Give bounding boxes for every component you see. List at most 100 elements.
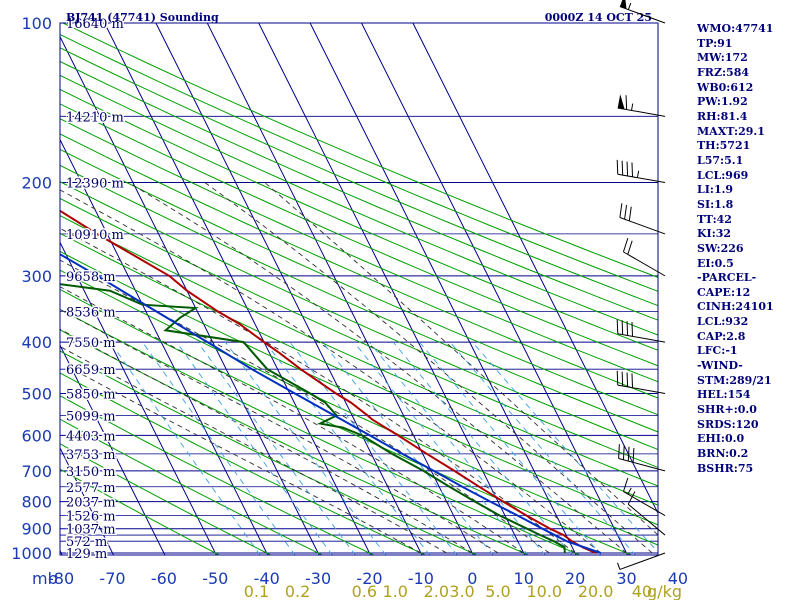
index-item: SHR+:0.0 xyxy=(697,403,757,417)
mixing-ratio-tick-label: 10.0 xyxy=(526,582,562,600)
wind-barb xyxy=(617,552,666,570)
index-item: LFC:-1 xyxy=(697,344,738,358)
index-item: LI:1.9 xyxy=(697,183,734,197)
dry-adiabat-line xyxy=(62,23,658,278)
moist-adiabat-line xyxy=(60,346,447,554)
dry-adiabat-line xyxy=(60,74,658,336)
dry-adiabat-line xyxy=(60,418,324,555)
wind-barb-full xyxy=(616,370,619,386)
height-label: 5850 m xyxy=(66,387,116,402)
chart-datetime: 0000Z 14 OCT 25 xyxy=(545,11,652,24)
height-label: 9658 m xyxy=(66,270,116,285)
index-item: SI:1.8 xyxy=(697,197,734,211)
wind-barb-full xyxy=(622,477,629,492)
wind-barb-full xyxy=(624,204,628,220)
wind-barb-half xyxy=(627,487,632,495)
index-item: TT:42 xyxy=(697,212,732,226)
wind-barb xyxy=(619,203,666,235)
index-item: TH:5721 xyxy=(697,139,751,153)
pressure-label: 900 xyxy=(21,520,52,539)
isotherm-line xyxy=(309,23,577,555)
mixing-ratio-unit-label: g/kg xyxy=(647,582,682,600)
mixing-ratio-tick-label: 0.1 xyxy=(244,582,269,600)
wind-barb xyxy=(622,477,666,517)
pressure-label: 300 xyxy=(21,267,52,286)
mixing-ratio-tick-label: 20.0 xyxy=(578,582,614,600)
mixing-ratio-line xyxy=(110,341,261,555)
mixing-ratio-tick-label: 40 xyxy=(632,582,652,600)
temperature-tick-label: -10 xyxy=(408,569,434,588)
moist-adiabat-line xyxy=(60,189,602,554)
index-item: HEL:154 xyxy=(697,388,751,402)
wind-barb xyxy=(616,159,666,184)
wind-barb-full xyxy=(627,491,636,505)
dewpoint-trace xyxy=(60,283,566,554)
dry-adiabat-line xyxy=(60,232,658,506)
wind-barb-full xyxy=(621,160,624,176)
wind-barb-full xyxy=(616,319,619,334)
index-item: -WIND- xyxy=(697,359,743,373)
pressure-label: 400 xyxy=(21,333,52,352)
index-item: CAPE:12 xyxy=(697,285,751,299)
index-item: FRZ:584 xyxy=(697,65,750,79)
temperature-tick-label: 20 xyxy=(565,569,585,588)
index-item: -PARCEL- xyxy=(697,271,757,285)
mixing-ratio-tick-label: 0.6 xyxy=(352,582,377,600)
moist-adiabat-line xyxy=(128,182,627,554)
pressure-label: 1000 xyxy=(11,544,52,563)
wind-barb xyxy=(616,319,666,343)
wind-barb xyxy=(627,491,666,536)
isotherm-line xyxy=(258,23,526,555)
moist-adiabat-line xyxy=(264,182,658,536)
index-item: RH:81.4 xyxy=(697,109,748,123)
pressure-label: 200 xyxy=(21,174,52,193)
dry-adiabat-line xyxy=(60,269,658,546)
wind-barb-staff xyxy=(627,503,666,536)
dry-adiabat-line xyxy=(60,350,478,555)
index-item: PW:1.92 xyxy=(697,95,748,109)
index-item: MAXT:29.1 xyxy=(697,124,765,138)
index-item: WMO:47741 xyxy=(697,22,774,35)
dry-adiabat-line xyxy=(60,181,658,451)
index-item: LCL:932 xyxy=(697,315,749,329)
temperature-tick-label: -30 xyxy=(305,569,331,588)
dry-adiabat-line xyxy=(60,329,530,555)
wind-barb-full xyxy=(625,95,628,110)
temperature-tick-label: -70 xyxy=(99,569,125,588)
mixing-ratio-line xyxy=(392,341,573,555)
index-item: SRDS:120 xyxy=(697,417,759,431)
temperature-tick-label: 10 xyxy=(514,569,534,588)
index-item: CINH:24101 xyxy=(697,300,774,314)
wind-barb-staff xyxy=(617,173,666,184)
moist-adiabat-line xyxy=(60,227,576,554)
height-label: 5099 m xyxy=(66,409,116,424)
wind-barb-full xyxy=(632,448,635,463)
pressure-unit-label: mb xyxy=(32,569,58,588)
pressure-label: 700 xyxy=(21,462,52,481)
mixing-ratio-line xyxy=(368,341,546,555)
dry-adiabat-line xyxy=(60,47,658,307)
isotherm-line xyxy=(60,446,115,555)
height-label: 16640 m xyxy=(66,17,124,32)
dry-adiabat-line xyxy=(60,308,582,555)
wind-barb-full xyxy=(631,162,634,177)
mixing-ratio-tick-label: 1.0 xyxy=(382,582,407,600)
index-item: STM:289/21 xyxy=(697,373,772,387)
mixing-ratio-line xyxy=(224,341,387,555)
dry-adiabat-line xyxy=(60,103,658,367)
height-label: 6659 m xyxy=(66,363,116,378)
wind-barb-staff xyxy=(619,552,666,570)
wind-barb-staff xyxy=(623,251,666,277)
wind-barb-half xyxy=(627,2,632,10)
mixing-ratio-line xyxy=(353,341,529,555)
parcel-trace xyxy=(60,253,602,554)
height-label: 1526 m xyxy=(66,510,116,525)
isotherm-line xyxy=(60,241,217,555)
dry-adiabat-line xyxy=(60,118,658,383)
plot-border xyxy=(59,22,659,556)
temperature-tick-label: 0 xyxy=(467,569,477,588)
dry-adiabat-line xyxy=(60,395,375,555)
dry-adiabat-line xyxy=(60,250,658,526)
wind-barb xyxy=(617,94,666,117)
temperature-tick-label: -80 xyxy=(48,569,74,588)
